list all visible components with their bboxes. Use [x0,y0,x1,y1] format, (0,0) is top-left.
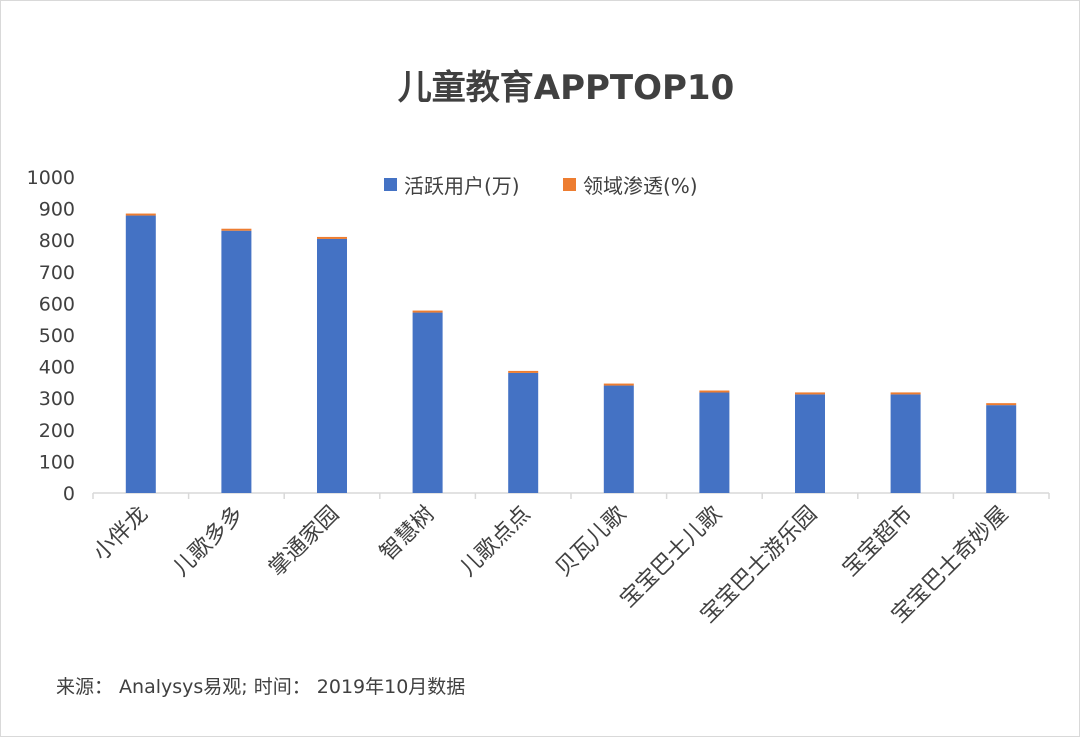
bar-active-users [890,394,921,493]
y-tick-label: 100 [39,451,75,473]
bar-penetration [699,390,730,393]
y-tick-label: 700 [39,262,75,284]
x-axis [92,492,1050,499]
y-tick-label: 900 [39,199,75,221]
category-label: 智慧树 [375,502,439,566]
bar-penetration [890,392,921,395]
bar-penetration [412,310,443,313]
y-tick-label: 400 [39,357,75,379]
bar-active-users [221,230,252,493]
chart-title: 儿童教育APPTOP10 [398,68,734,108]
bar-active-users [795,394,825,493]
legend: 活跃用户(万) 领域渗透(%) [384,174,698,198]
legend-label-penetration: 领域渗透(%) [583,174,698,198]
bar-active-users [699,392,730,493]
source-note: 来源： Analysys易观; 时间： 2019年10月数据 [56,676,465,698]
y-axis: 0 100 200 300 400 500 600 700 800 900 1000 [27,167,75,505]
legend-swatch-penetration [563,178,576,191]
y-tick-label: 800 [39,230,75,252]
bar-active-users [986,405,1017,493]
y-tick-label: 300 [39,388,75,410]
bar-penetration [795,392,825,395]
category-label: 儿歌多多 [169,502,249,582]
legend-swatch-active-users [384,178,397,191]
y-tick-label: 200 [39,420,75,442]
bar-penetration [508,370,539,373]
legend-label-active-users: 活跃用户(万) [404,174,520,198]
bar-penetration [603,383,634,386]
bar-penetration [125,213,156,216]
bar-active-users [125,215,156,493]
category-label: 小伴龙 [89,502,153,566]
category-label: 贝瓦儿歌 [551,502,631,582]
category-label: 掌通家园 [264,502,344,582]
bar-active-users [317,238,347,493]
y-tick-label: 1000 [27,167,75,189]
bar-active-users [508,372,539,493]
y-tick-label: 600 [39,293,75,315]
y-tick-label: 500 [39,325,75,347]
bar-active-users [603,385,634,493]
y-tick-label: 0 [63,483,75,505]
bar-active-users [412,312,443,493]
bar-penetration [221,228,252,231]
category-label: 宝宝超市 [838,502,918,582]
bars [125,213,1017,493]
bar-penetration [317,236,347,239]
category-label: 儿歌点点 [456,502,536,582]
bar-penetration [986,403,1017,406]
